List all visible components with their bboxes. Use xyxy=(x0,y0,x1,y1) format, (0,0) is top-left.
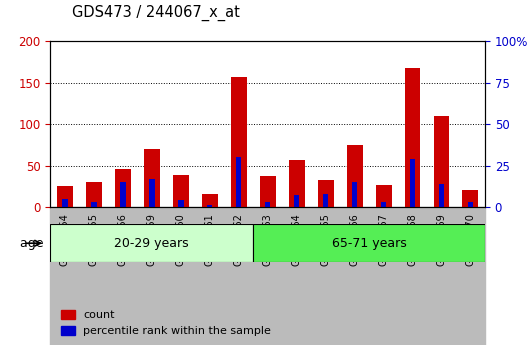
Bar xyxy=(144,149,160,207)
Bar xyxy=(253,224,485,262)
Bar xyxy=(347,145,363,207)
Bar xyxy=(207,205,213,207)
Bar xyxy=(86,182,102,207)
Text: age: age xyxy=(20,237,48,250)
Bar xyxy=(115,169,131,207)
Bar xyxy=(467,202,473,207)
Text: 65-71 years: 65-71 years xyxy=(332,237,407,250)
Bar xyxy=(178,200,183,207)
Bar xyxy=(463,190,479,207)
Bar xyxy=(50,207,485,345)
Text: GDS473 / 244067_x_at: GDS473 / 244067_x_at xyxy=(72,4,240,21)
Bar xyxy=(317,180,333,207)
Bar xyxy=(202,194,218,207)
Bar xyxy=(289,160,305,207)
Bar xyxy=(231,77,246,207)
Bar xyxy=(236,157,242,207)
Legend: count, percentile rank within the sample: count, percentile rank within the sample xyxy=(61,309,271,336)
Bar xyxy=(120,182,126,207)
Bar xyxy=(91,202,96,207)
Bar xyxy=(439,184,444,207)
Bar xyxy=(352,182,357,207)
Bar xyxy=(149,179,155,207)
Bar xyxy=(410,159,416,207)
Bar xyxy=(294,195,299,207)
Text: 20-29 years: 20-29 years xyxy=(114,237,189,250)
Bar xyxy=(323,194,329,207)
Bar xyxy=(50,224,253,262)
Bar xyxy=(381,202,386,207)
Bar xyxy=(62,199,68,207)
Bar xyxy=(376,185,392,207)
Bar xyxy=(404,68,420,207)
Bar xyxy=(173,175,189,207)
Bar xyxy=(265,202,270,207)
Bar xyxy=(57,186,73,207)
Bar xyxy=(434,116,449,207)
Bar xyxy=(260,176,276,207)
